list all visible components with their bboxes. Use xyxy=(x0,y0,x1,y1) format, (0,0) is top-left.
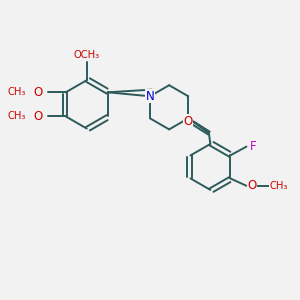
Text: O: O xyxy=(33,86,42,99)
Text: OCH₃: OCH₃ xyxy=(74,50,100,60)
Text: CH₃: CH₃ xyxy=(7,87,26,97)
Text: O: O xyxy=(247,179,256,192)
Text: O: O xyxy=(33,110,42,123)
Text: O: O xyxy=(184,115,193,128)
Text: CH₃: CH₃ xyxy=(269,181,287,191)
Text: N: N xyxy=(146,90,154,103)
Text: F: F xyxy=(250,140,256,153)
Text: CH₃: CH₃ xyxy=(7,111,26,122)
